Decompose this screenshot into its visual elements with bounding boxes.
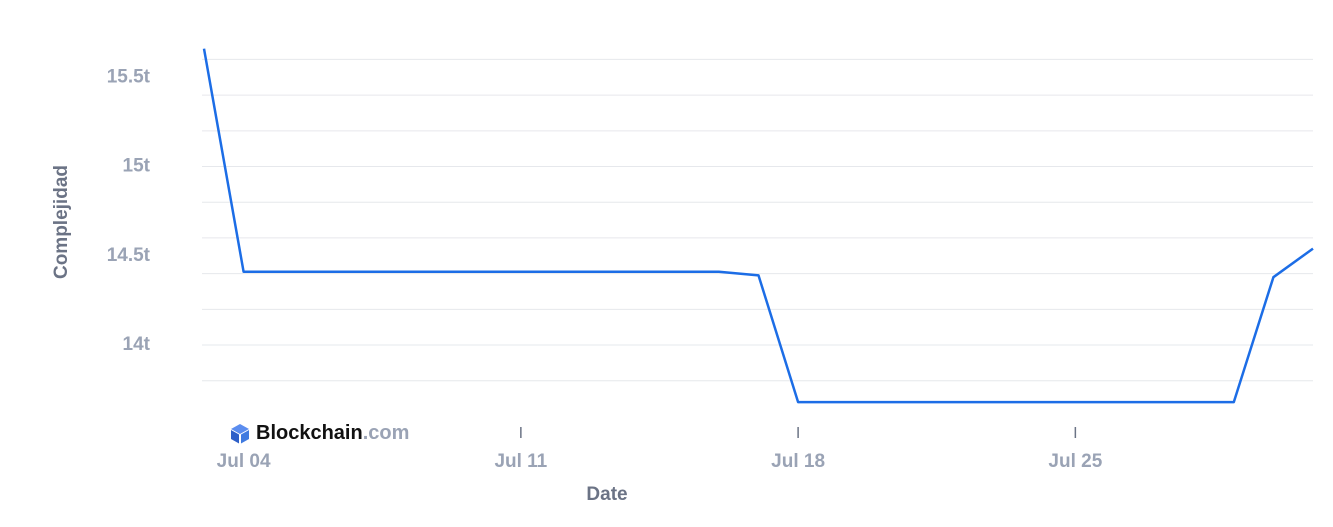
y-tick-label: 14.5t (107, 245, 151, 266)
y-axis-title: Complejidad (51, 165, 72, 279)
y-tick-label: 14t (123, 334, 151, 355)
x-tick-label: Jul 04 (217, 451, 271, 472)
brand-text: Blockchain.com (256, 422, 409, 444)
x-axis-title: Date (586, 484, 627, 505)
x-tick-label: Jul 18 (771, 451, 825, 472)
logo-top (231, 424, 249, 434)
data-line (202, 48, 1314, 404)
brand-logo: Blockchain.com (231, 422, 409, 444)
logo-right (241, 430, 249, 444)
x-tick-label: Jul 25 (1048, 451, 1102, 472)
brand-suffix: .com (363, 422, 410, 444)
y-tick-label: 15.5t (107, 66, 151, 87)
x-tick-label: Jul 11 (494, 451, 547, 472)
y-tick-label: 15t (123, 156, 151, 177)
logo-left (231, 430, 239, 444)
brand-name: Blockchain (256, 422, 363, 444)
